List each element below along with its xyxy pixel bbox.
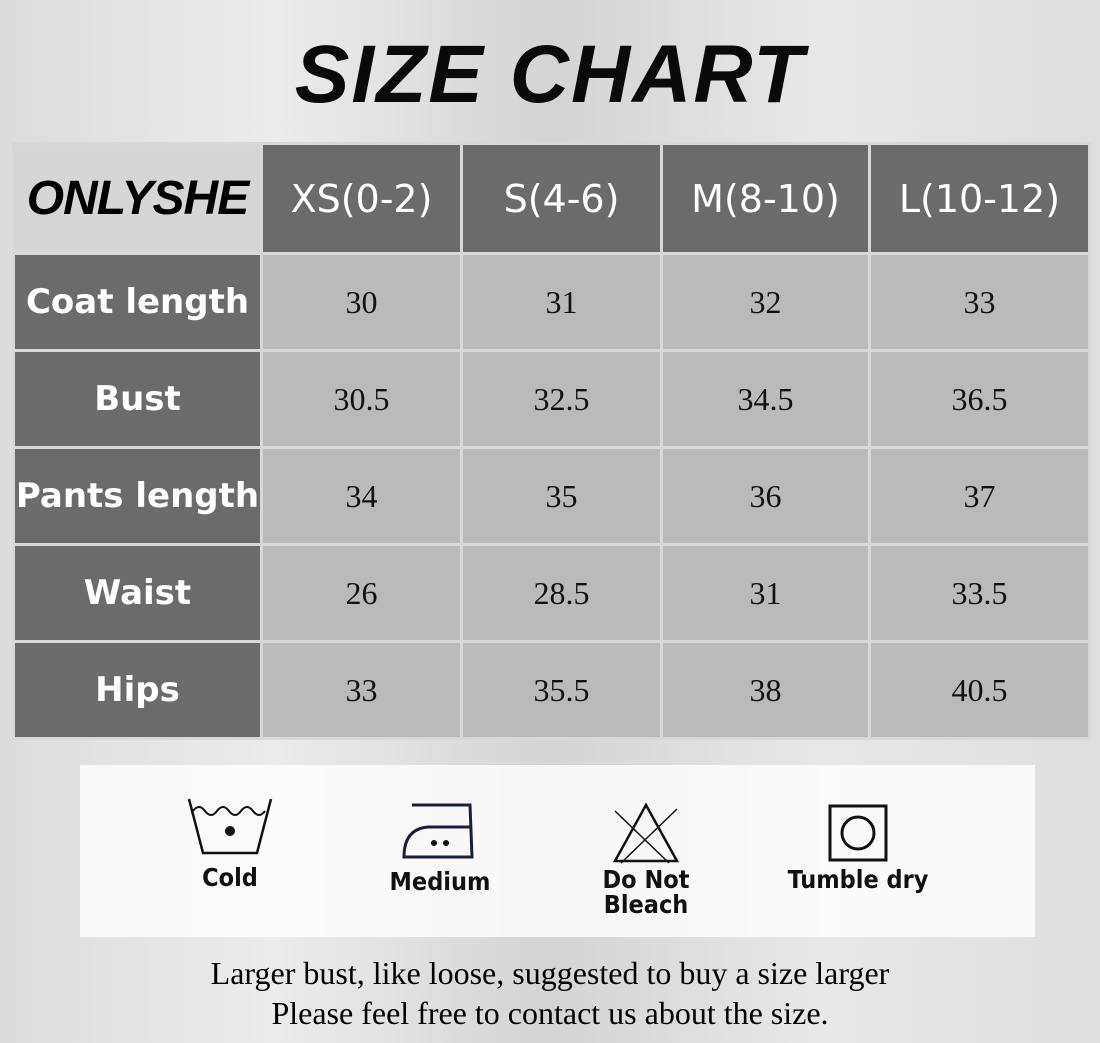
size-value: 33 <box>263 643 460 737</box>
size-header: L(10-12) <box>871 145 1088 252</box>
table-row: Coat length 30 31 32 33 <box>15 255 1088 349</box>
do-not-bleach-icon <box>612 803 680 864</box>
care-item: Medium <box>360 801 520 894</box>
care-label: Cold <box>202 863 258 892</box>
size-value: 34 <box>263 449 460 543</box>
size-header: S(4-6) <box>463 145 660 252</box>
size-table: ONLYSHE XS(0-2) S(4-6) M(8-10) L(10-12) … <box>12 142 1091 740</box>
wash-cold-icon <box>187 798 273 855</box>
size-value: 34.5 <box>663 352 868 446</box>
page-title: SIZE CHART <box>294 29 806 120</box>
header-row: ONLYSHE XS(0-2) S(4-6) M(8-10) L(10-12) <box>15 145 1088 252</box>
note-line: Larger bust, like loose, suggested to bu… <box>210 955 890 991</box>
brand-logo: ONLYSHE <box>15 145 260 252</box>
table-row: Waist 26 28.5 31 33.5 <box>15 546 1088 640</box>
care-label: Do Not Bleach <box>602 865 690 919</box>
table-row: Pants length 34 35 36 37 <box>15 449 1088 543</box>
row-label: Coat length <box>15 255 260 349</box>
care-item: Do Not Bleach <box>566 803 726 917</box>
tumble-dry-icon <box>828 804 888 862</box>
care-label: Medium <box>389 867 491 896</box>
size-value: 36.5 <box>871 352 1088 446</box>
care-item: Tumble dry <box>778 803 938 892</box>
table-row: Hips 33 35.5 38 40.5 <box>15 643 1088 737</box>
size-value: 32.5 <box>463 352 660 446</box>
note-line: Please feel free to contact us about the… <box>271 995 829 1031</box>
size-value: 33 <box>871 255 1088 349</box>
size-value: 30.5 <box>263 352 460 446</box>
size-value: 31 <box>663 546 868 640</box>
size-value: 35 <box>463 449 660 543</box>
row-label: Pants length <box>15 449 260 543</box>
size-value: 30 <box>263 255 460 349</box>
care-label: Tumble dry <box>787 865 929 894</box>
care-instructions: Cold Medium Do Not Bleach Tumble dry <box>80 765 1035 937</box>
size-value: 26 <box>263 546 460 640</box>
size-header: M(8-10) <box>663 145 868 252</box>
size-header: XS(0-2) <box>263 145 460 252</box>
size-value: 40.5 <box>871 643 1088 737</box>
row-label: Waist <box>15 546 260 640</box>
iron-medium-icon <box>402 803 474 859</box>
size-value: 38 <box>663 643 868 737</box>
table-row: Bust 30.5 32.5 34.5 36.5 <box>15 352 1088 446</box>
size-value: 36 <box>663 449 868 543</box>
care-item: Cold <box>150 795 310 890</box>
row-label: Bust <box>15 352 260 446</box>
row-label: Hips <box>15 643 260 737</box>
size-value: 37 <box>871 449 1088 543</box>
size-value: 31 <box>463 255 660 349</box>
size-value: 32 <box>663 255 868 349</box>
size-value: 28.5 <box>463 546 660 640</box>
size-value: 33.5 <box>871 546 1088 640</box>
size-value: 35.5 <box>463 643 660 737</box>
